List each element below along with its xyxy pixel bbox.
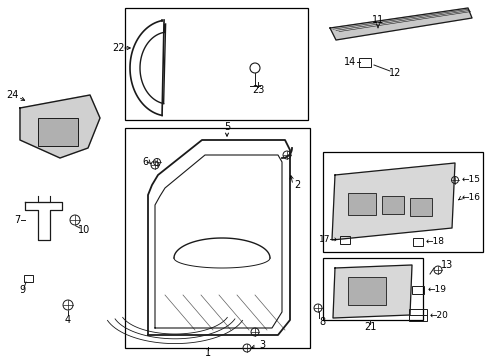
Bar — [125, 128, 310, 348]
Text: 23: 23 — [252, 85, 264, 95]
Bar — [24, 274, 32, 282]
Text: 1: 1 — [205, 348, 211, 358]
Polygon shape — [332, 163, 455, 240]
Text: ←18: ←18 — [426, 238, 445, 247]
Polygon shape — [330, 8, 472, 40]
Bar — [323, 152, 483, 252]
Text: ←20: ←20 — [430, 310, 449, 320]
Text: 9: 9 — [19, 285, 25, 295]
Bar — [340, 236, 350, 244]
Text: 7: 7 — [14, 215, 20, 225]
Polygon shape — [20, 95, 100, 158]
Text: 4: 4 — [65, 315, 71, 325]
Bar — [413, 238, 423, 246]
Polygon shape — [333, 265, 412, 318]
Text: 3: 3 — [259, 340, 265, 350]
Bar — [359, 58, 371, 67]
Bar — [323, 258, 423, 320]
Bar — [348, 193, 376, 215]
Text: 6: 6 — [142, 157, 148, 167]
Bar — [38, 118, 78, 146]
Bar — [412, 286, 424, 294]
Text: 2: 2 — [294, 180, 300, 190]
Text: 11: 11 — [372, 15, 384, 25]
Bar — [410, 198, 432, 216]
Text: 10: 10 — [78, 225, 90, 235]
Text: 13: 13 — [441, 260, 453, 270]
Text: 17→: 17→ — [319, 235, 338, 244]
Bar — [382, 196, 404, 214]
Bar — [348, 277, 386, 305]
Text: 8: 8 — [319, 317, 325, 327]
Text: ←15: ←15 — [462, 175, 481, 184]
Text: 12: 12 — [389, 68, 401, 78]
Text: 21: 21 — [364, 322, 376, 332]
Bar — [409, 309, 427, 321]
Text: 14: 14 — [344, 57, 356, 67]
Text: 5: 5 — [224, 122, 230, 132]
Text: ←19: ←19 — [428, 285, 447, 294]
Bar — [125, 8, 308, 120]
Text: 24: 24 — [6, 90, 18, 100]
Text: ←16: ←16 — [462, 194, 481, 202]
Text: 22: 22 — [112, 43, 124, 53]
